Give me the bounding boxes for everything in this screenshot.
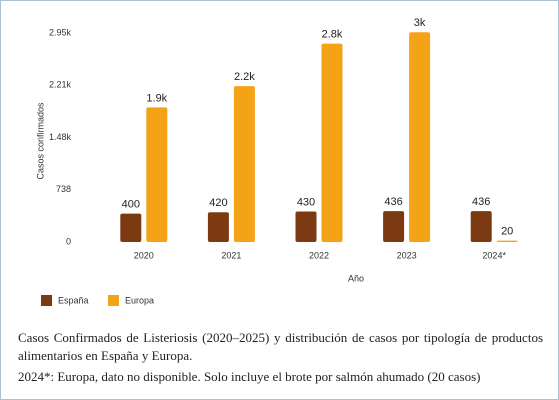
value-label: 436 — [384, 196, 402, 208]
value-label: 20 — [501, 225, 513, 237]
caption: Casos Confirmados de Listeriosis (2020–2… — [18, 329, 543, 386]
bar — [383, 211, 405, 242]
x-axis-label: Año — [348, 273, 364, 283]
caption-text: Casos Confirmados de Listeriosis (2020–2… — [18, 330, 543, 363]
legend-swatch — [108, 295, 119, 306]
bar — [496, 240, 518, 242]
legend-swatch — [41, 295, 52, 306]
x-tick-label: 2020 — [134, 250, 154, 260]
legend-label: Europa — [125, 295, 154, 305]
value-label: 1.9k — [146, 92, 167, 104]
value-label: 420 — [209, 197, 227, 209]
value-label: 2.8k — [322, 29, 343, 41]
bar — [470, 211, 492, 242]
caption-note: 2024*: Europa, dato no disponible. Solo … — [18, 369, 481, 384]
x-tick-label: 2021 — [221, 250, 241, 260]
bar — [207, 212, 229, 242]
value-label: 430 — [297, 196, 315, 208]
x-tick-label: 2022 — [309, 250, 329, 260]
value-label: 400 — [122, 199, 140, 211]
y-tick-label: 1.48k — [49, 132, 72, 142]
y-tick-label: 738 — [56, 184, 71, 194]
chart: Casos confirmados Año 0 738 1.48k 2.21k 2.95… — [35, 17, 518, 306]
y-axis-label: Casos confirmados — [35, 102, 45, 180]
y-tick-label: 0 — [66, 236, 71, 246]
bar — [321, 43, 343, 242]
value-label: 3k — [414, 17, 426, 29]
y-tick-label: 2.21k — [49, 80, 72, 90]
y-tick-label: 2.95k — [49, 27, 72, 37]
value-label: 2.2k — [234, 71, 255, 83]
bar — [146, 107, 168, 242]
bar — [120, 213, 142, 242]
value-label: 436 — [472, 196, 490, 208]
bar — [409, 32, 431, 242]
bar — [295, 211, 317, 242]
bar — [233, 86, 255, 242]
x-tick-label: 2023 — [397, 250, 417, 260]
x-tick-label: 2024* — [482, 250, 506, 260]
legend-label: España — [58, 295, 89, 305]
